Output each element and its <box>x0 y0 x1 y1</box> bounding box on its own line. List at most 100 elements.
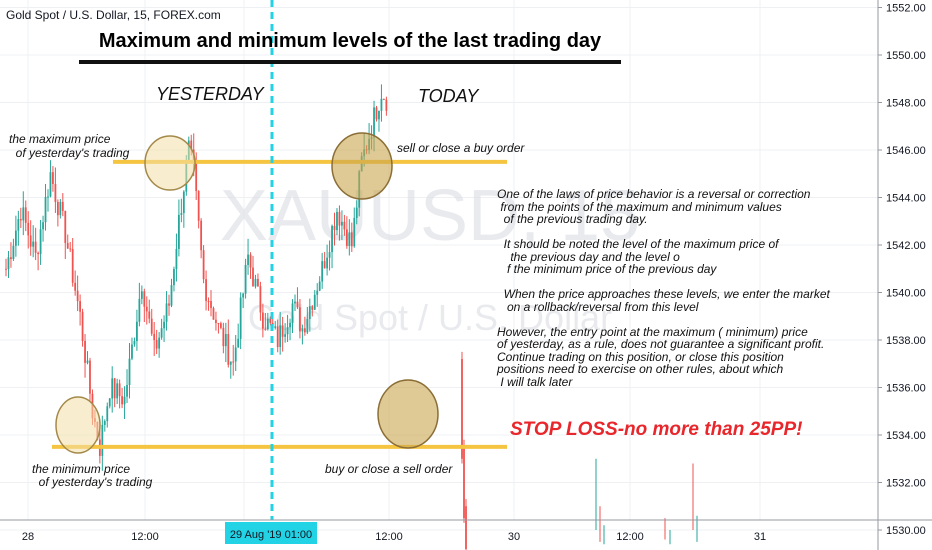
candle-body <box>210 301 212 309</box>
candle-body <box>136 321 138 342</box>
candle-body <box>59 201 62 216</box>
candle-body <box>219 323 222 328</box>
candle-body <box>461 359 463 459</box>
candle-body <box>29 235 32 247</box>
candle-body <box>138 298 141 322</box>
candle-body <box>234 347 237 362</box>
candle-body <box>279 325 282 348</box>
candle-body <box>12 245 15 260</box>
price-tick-label: 1538.00 <box>886 335 926 347</box>
label-sell-order: sell or close a buy order <box>397 141 525 155</box>
candle-body <box>17 219 20 231</box>
candle-body <box>145 306 148 312</box>
candle-body <box>239 297 242 339</box>
candle-body <box>259 286 262 313</box>
price-tick-label: 1540.00 <box>886 288 926 300</box>
candle-body <box>108 398 111 407</box>
candle-body <box>170 285 173 306</box>
label-stop-loss: STOP LOSS-no more than 25PP! <box>510 419 803 440</box>
candle-body <box>86 360 89 363</box>
candle-body <box>158 337 161 349</box>
candle-body <box>254 278 257 287</box>
candle-body <box>153 333 156 340</box>
time-tick-label: 12:00 <box>375 531 403 543</box>
candle-body <box>348 232 351 246</box>
candle-body <box>313 294 316 310</box>
price-tick-label: 1542.00 <box>886 240 926 252</box>
label-today: TODAY <box>418 86 479 106</box>
candle-body <box>232 361 235 363</box>
candle-body <box>143 291 146 307</box>
candle-body <box>378 110 380 120</box>
candle-body <box>202 250 205 280</box>
candle-body <box>56 202 59 216</box>
price-tick-label: 1546.00 <box>886 145 926 157</box>
candle-body <box>336 211 338 231</box>
candle-body <box>331 225 333 253</box>
candle-body <box>175 248 178 269</box>
title-underline <box>79 60 621 64</box>
annotation-title: Maximum and minimum levels of the last t… <box>98 30 602 52</box>
candle-body <box>284 334 287 337</box>
candle-body <box>42 222 44 230</box>
candle-body <box>168 303 170 306</box>
candle-body <box>355 207 358 218</box>
candle-body <box>299 307 301 332</box>
candle-body <box>249 254 252 268</box>
candle-body <box>215 319 217 323</box>
watermark-name: Gold Spot / U.S. Dollar <box>248 297 612 338</box>
candle-body <box>178 214 180 249</box>
candle-body <box>266 318 269 330</box>
highlight-yesterday-min <box>55 396 101 454</box>
candle-body <box>54 183 57 203</box>
candle-body <box>224 334 227 347</box>
candle-body <box>14 230 17 246</box>
candle-body <box>380 98 383 111</box>
candle-body <box>155 339 158 349</box>
candle-body <box>385 99 388 111</box>
label-yesterday: YESTERDAY <box>156 84 264 104</box>
candle-body <box>318 281 321 291</box>
candle-body <box>242 293 245 298</box>
candle-body <box>281 325 284 337</box>
candle-body <box>217 322 220 324</box>
candle-body <box>182 191 185 214</box>
candle-body <box>205 279 207 301</box>
label-min-price: the minimum price of yesterday's trading <box>32 462 153 489</box>
candle-body <box>200 220 203 251</box>
candle-body <box>289 322 291 328</box>
candle-body <box>74 282 77 291</box>
candle-body <box>113 378 116 399</box>
candle-body <box>463 446 465 519</box>
candle-body <box>128 358 131 385</box>
price-tick-label: 1548.00 <box>886 98 926 110</box>
candle-body <box>237 338 240 348</box>
candle-body <box>5 268 7 270</box>
candle-body <box>274 326 277 328</box>
candle-body <box>328 252 331 258</box>
candle-body <box>311 306 314 310</box>
candle-body <box>7 257 10 270</box>
price-tick-label: 1532.00 <box>886 478 926 490</box>
candle-body <box>52 172 54 184</box>
candle-body <box>111 378 114 399</box>
time-tick-label: 31 <box>754 531 766 543</box>
candle-body <box>34 241 37 253</box>
label-buy-order: buy or close a sell order <box>325 462 453 476</box>
candle-body <box>101 424 104 456</box>
symbol-label: Gold Spot / U.S. Dollar, 15, FOREX.com <box>6 8 221 22</box>
candle-body <box>343 221 346 230</box>
candle-body <box>338 211 341 226</box>
time-tick-label: 28 <box>22 531 34 543</box>
candle-body <box>375 107 378 120</box>
candle-body <box>326 257 328 269</box>
candle-body <box>207 300 210 302</box>
price-axis-panel <box>878 0 932 550</box>
candle-body <box>79 301 81 312</box>
candle-body <box>32 241 35 247</box>
candle-body <box>76 290 79 302</box>
candle-body <box>44 196 47 223</box>
